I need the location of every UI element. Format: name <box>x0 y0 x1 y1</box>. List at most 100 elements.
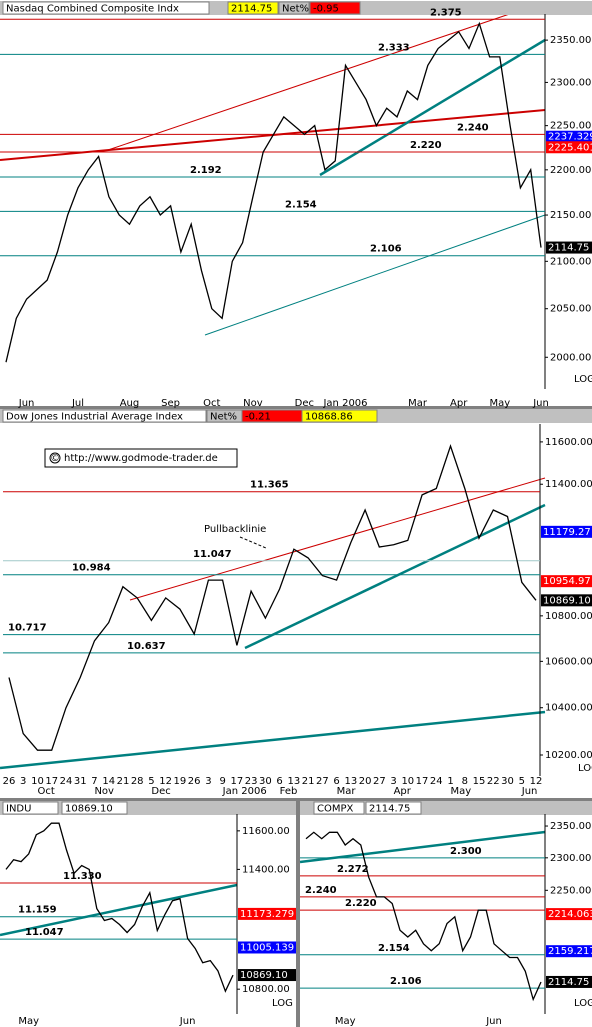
scale-label: LOG <box>578 763 592 774</box>
x-month-label: Apr <box>394 786 412 797</box>
price-tag-label: 10954.97 <box>543 576 591 587</box>
level-label: 11.365 <box>250 480 289 491</box>
price-tag-label: 2237.329 <box>548 132 592 143</box>
trend-line <box>204 214 546 336</box>
y-tick-label: 2200.00 <box>550 165 591 176</box>
annotation: Pullbacklinie <box>204 524 266 535</box>
x-tick-label: May <box>335 1016 356 1027</box>
x-tick-label: 30 <box>501 776 514 787</box>
level-label: 10.984 <box>72 563 111 574</box>
y-tick-label: 10600.00 <box>545 656 592 667</box>
price-tag <box>541 575 592 588</box>
panel-bg <box>0 409 592 798</box>
x-tick-label: 28 <box>131 776 144 787</box>
header-title: Nasdaq Combined Composite Indx <box>6 4 179 15</box>
header-box <box>2 801 59 815</box>
header-header-value: 10869.10 <box>65 804 113 815</box>
level-label: 11.047 <box>25 927 64 938</box>
x-tick-label: 6 <box>276 776 282 787</box>
y-tick-label: 10800.00 <box>242 984 290 995</box>
header-header-value: 10868.86 <box>305 412 353 423</box>
price-tag-label: 11005.139 <box>240 942 294 953</box>
price-tag <box>238 907 296 920</box>
x-tick-label: 12 <box>530 776 543 787</box>
x-tick-label: 17 <box>231 776 244 787</box>
price-tag-label: 11173.279 <box>240 909 294 920</box>
x-tick-label: 5 <box>148 776 154 787</box>
y-tick-label: 11400.00 <box>242 864 290 875</box>
header-box <box>278 1 310 15</box>
y-tick-label: 2350.00 <box>550 35 591 46</box>
price-tag-label: 2159.217 <box>548 946 592 957</box>
price-line <box>305 831 542 1002</box>
y-tick-label: 2350.00 <box>550 821 591 832</box>
price-tag <box>546 141 592 154</box>
x-tick-label: Aug <box>120 398 140 409</box>
price-line <box>8 444 537 751</box>
x-tick-label: 17 <box>416 776 429 787</box>
annotation-box <box>44 448 238 468</box>
price-line <box>5 21 542 363</box>
x-month-label: Oct <box>37 786 54 797</box>
price-tag <box>546 975 592 988</box>
level-label: 2.375 <box>430 7 462 18</box>
x-tick-label: Jan 2006 <box>322 398 367 409</box>
x-tick-label: Jul <box>71 398 84 409</box>
x-tick-label: 21 <box>302 776 315 787</box>
price-tag <box>238 969 296 982</box>
x-tick-label: 20 <box>359 776 372 787</box>
scale-label: LOG <box>574 998 592 1009</box>
header-box <box>227 1 279 15</box>
x-tick-label: Nov <box>243 398 263 409</box>
y-tick-label: 2150.00 <box>550 210 591 221</box>
x-tick-label: 3 <box>205 776 211 787</box>
level-label: 2.106 <box>370 244 402 255</box>
trend-line <box>129 477 546 601</box>
annotation: http://www.godmode-trader.de <box>64 453 218 464</box>
x-tick-label: 6 <box>333 776 339 787</box>
price-tag-label: 10869.10 <box>543 595 591 606</box>
x-tick-label: 1 <box>447 776 453 787</box>
y-tick-label: 2300.00 <box>550 77 591 88</box>
level-label: 2.300 <box>450 846 482 857</box>
x-tick-label: Apr <box>450 398 468 409</box>
level-label: 2.220 <box>345 898 377 909</box>
x-tick-label: May <box>18 1016 39 1027</box>
x-tick-label: 8 <box>462 776 468 787</box>
trend-line <box>0 710 546 770</box>
x-tick-label: 10 <box>31 776 44 787</box>
x-tick-label: 13 <box>287 776 300 787</box>
x-month-label: Jun <box>521 786 538 797</box>
header-net-value: -0.95 <box>313 4 339 15</box>
header-header-value: 2114.75 <box>369 804 410 815</box>
price-tag <box>541 525 592 538</box>
header-title: COMPX <box>317 804 354 815</box>
scale-label: LOG <box>574 374 592 385</box>
x-tick-label: May <box>490 398 511 409</box>
x-tick-label: 3 <box>390 776 396 787</box>
y-tick-label: 11600.00 <box>242 826 290 837</box>
x-tick-label: 15 <box>473 776 486 787</box>
x-tick-label: 14 <box>102 776 115 787</box>
header-net-value: -0.21 <box>245 412 271 423</box>
x-tick-label: 17 <box>45 776 58 787</box>
x-tick-label: 5 <box>519 776 525 787</box>
header-net-label: Net% <box>282 4 309 15</box>
trend-line <box>107 1 546 151</box>
x-tick-label: Jun <box>18 398 35 409</box>
trend-line <box>244 503 546 650</box>
price-tag-label: 2114.75 <box>548 243 589 254</box>
x-tick-label: 24 <box>60 776 73 787</box>
header-box <box>2 1 210 15</box>
price-tag <box>238 941 296 954</box>
header-box <box>2 409 207 423</box>
header-box <box>301 409 378 423</box>
y-tick-label: 10200.00 <box>545 750 592 761</box>
x-tick-label: Dec <box>295 398 314 409</box>
x-tick-label: Jun <box>179 1016 196 1027</box>
x-tick-label: 27 <box>373 776 386 787</box>
x-tick-label: 27 <box>316 776 329 787</box>
level-label: 10.637 <box>127 641 166 652</box>
